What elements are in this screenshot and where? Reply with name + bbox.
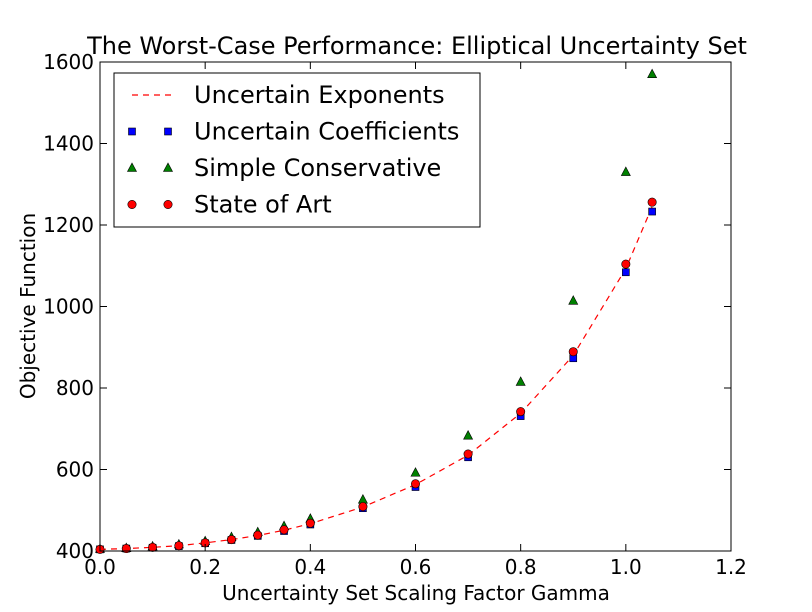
y-tick-label: 800	[56, 376, 94, 400]
data-point	[410, 479, 420, 489]
data-point	[305, 518, 315, 528]
data-point	[648, 207, 656, 216]
data-point	[357, 494, 368, 504]
x-tick-label: 0.0	[84, 555, 116, 579]
legend-label: Uncertain Coefficients	[194, 118, 459, 146]
y-tick-label: 1600	[43, 50, 94, 74]
data-point	[647, 68, 658, 79]
x-tick-label: 0.2	[189, 555, 221, 579]
y-axis: 400 600 800 1000 1200 1400 1600	[43, 50, 731, 563]
legend: Uncertain Exponents Uncertain Coefficient…	[113, 72, 481, 228]
data-point	[463, 430, 474, 440]
legend-swatch	[128, 127, 136, 136]
legend-swatch	[163, 162, 173, 172]
data-point	[622, 268, 630, 277]
y-tick-label: 400	[56, 539, 94, 563]
data-point	[174, 541, 184, 551]
data-point	[568, 295, 579, 305]
x-tick-label: 1.2	[715, 555, 747, 579]
series-state-of-art	[95, 197, 657, 554]
data-point	[620, 166, 631, 176]
data-point	[410, 467, 421, 477]
data-point	[647, 197, 657, 207]
legend-label: Uncertain Exponents	[194, 81, 445, 109]
data-point	[358, 502, 368, 512]
y-tick-label: 1400	[43, 132, 94, 156]
data-point	[516, 407, 526, 417]
legend-label: State of Art	[194, 191, 332, 219]
x-axis-label: Uncertainty Set Scaling Factor Gamma	[222, 581, 610, 605]
legend-swatch	[127, 200, 137, 210]
y-tick-label: 600	[56, 458, 94, 482]
data-point	[253, 530, 263, 540]
data-point	[279, 525, 289, 535]
chart-title: The Worst-Case Performance: Elliptical U…	[86, 32, 747, 60]
y-tick-label: 1200	[43, 213, 94, 237]
x-tick-label: 0.8	[505, 555, 537, 579]
data-point	[463, 449, 473, 459]
data-point	[621, 259, 631, 269]
legend-swatch	[164, 127, 172, 136]
data-point	[148, 542, 158, 552]
legend-swatch	[127, 162, 137, 172]
y-axis-label: Objective Function	[16, 213, 40, 399]
x-tick-label: 0.6	[400, 555, 432, 579]
x-tick-label: 0.4	[294, 555, 326, 579]
series-line-uncertain-exponents	[99, 206, 653, 550]
x-axis: 0.0 0.2 0.4 0.6 0.8 1.0 1.2	[84, 62, 747, 579]
x-tick-label: 1.0	[610, 555, 642, 579]
data-point	[568, 347, 578, 357]
legend-box	[113, 72, 481, 228]
legend-label: Simple Conservative	[194, 154, 441, 182]
y-tick-label: 1000	[43, 295, 94, 319]
data-point	[515, 376, 526, 386]
legend-swatch	[163, 200, 173, 210]
series-uncertain-coefficients	[96, 207, 656, 554]
data-point	[226, 535, 236, 545]
plot-area	[95, 68, 658, 554]
